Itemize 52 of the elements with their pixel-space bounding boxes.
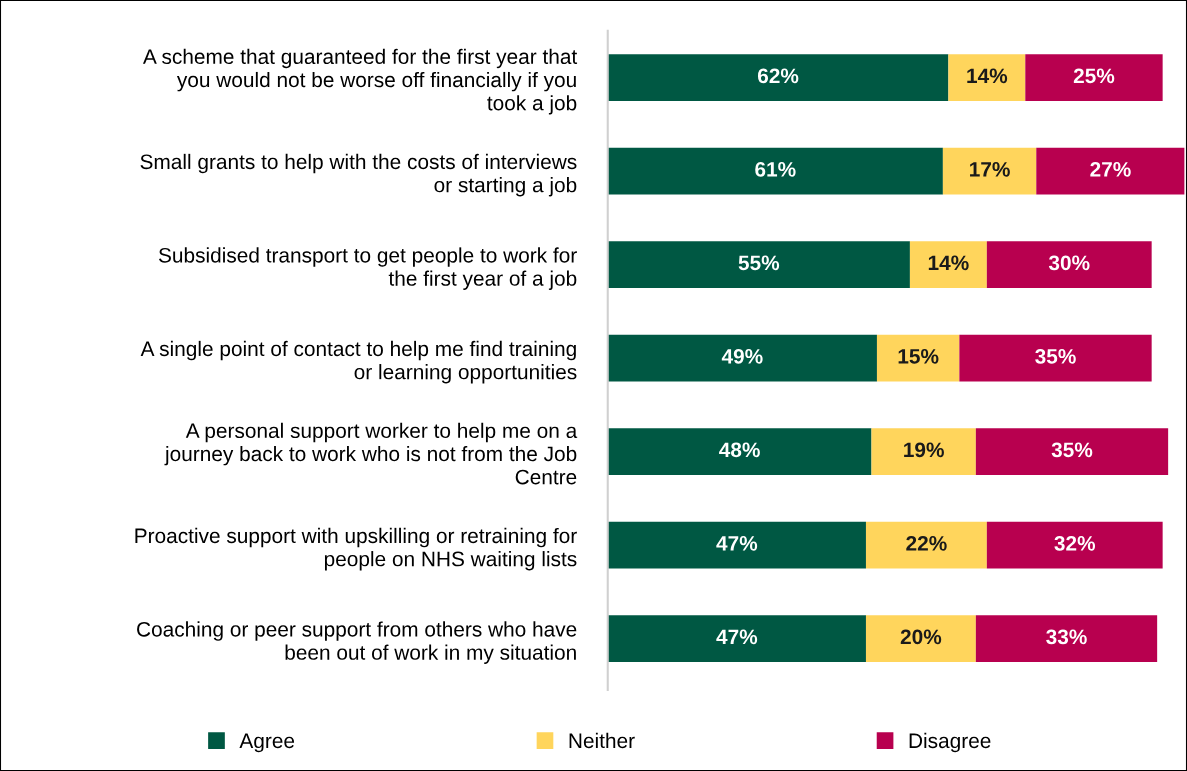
data-label: 55% <box>738 255 780 271</box>
bar <box>909 241 987 288</box>
data-label: 14% <box>967 68 1008 84</box>
y-tick-label: A scheme that guaranteed for the first year that you would not be worse off financially if you took a job <box>142 48 578 115</box>
bar <box>865 615 976 662</box>
data-label: 15% <box>898 349 939 364</box>
y-tick-label: Coaching or peer support from others who have been out of work in my situation <box>137 621 577 664</box>
data-label: 47% <box>716 629 758 645</box>
data-label: 19% <box>904 442 944 458</box>
y-tick-label: A single point of contact to help me find training or learning opportunities <box>140 340 577 384</box>
y-tick-label: Small grants to help with the costs of interviews or starting a job <box>140 153 577 197</box>
y-tick-label: Proactive support with upskilling or retraining for people on NHS waiting lists <box>135 527 577 571</box>
bar <box>986 241 1152 288</box>
bar <box>1025 54 1163 101</box>
data-label: 14% <box>928 255 969 271</box>
data-label: 61% <box>755 161 796 177</box>
y-tick-label: Subsidised transport to get people to work for the first year of a job <box>158 247 577 290</box>
data-label: 62% <box>757 68 799 84</box>
bar <box>871 428 976 475</box>
data-label: 22% <box>906 535 947 551</box>
data-label: 20% <box>900 629 942 645</box>
bar <box>865 521 987 569</box>
data-label: 32% <box>1054 535 1096 551</box>
bar <box>607 428 872 475</box>
data-label: 30% <box>1048 255 1090 271</box>
bar <box>607 521 866 569</box>
legend-label: Disagree <box>909 732 991 753</box>
legend-label: Agree <box>239 733 295 753</box>
bar <box>975 428 1169 475</box>
data-label: 35% <box>1035 348 1076 364</box>
data-label: 33% <box>1046 629 1087 645</box>
bar <box>607 147 943 195</box>
data-label: 25% <box>1073 68 1115 84</box>
bar <box>942 147 1037 195</box>
bar <box>607 334 877 382</box>
bar <box>986 521 1163 569</box>
bar <box>607 54 949 101</box>
y-tick-label: A personal support worker to help me on a journey back to work who is not from the Job Centre <box>164 422 578 485</box>
bar <box>1036 147 1185 195</box>
data-label: 49% <box>721 348 763 364</box>
bar <box>607 241 910 288</box>
data-label: 17% <box>970 161 1010 177</box>
data-label: 47% <box>716 536 758 551</box>
data-label: 27% <box>1090 161 1131 177</box>
bar <box>959 334 1152 382</box>
data-label: 35% <box>1051 442 1093 458</box>
bar <box>948 54 1026 101</box>
bar <box>975 615 1158 662</box>
data-label: 48% <box>719 442 760 458</box>
bar <box>876 334 960 382</box>
legend-label: Neither <box>569 732 635 749</box>
bar <box>607 615 866 662</box>
